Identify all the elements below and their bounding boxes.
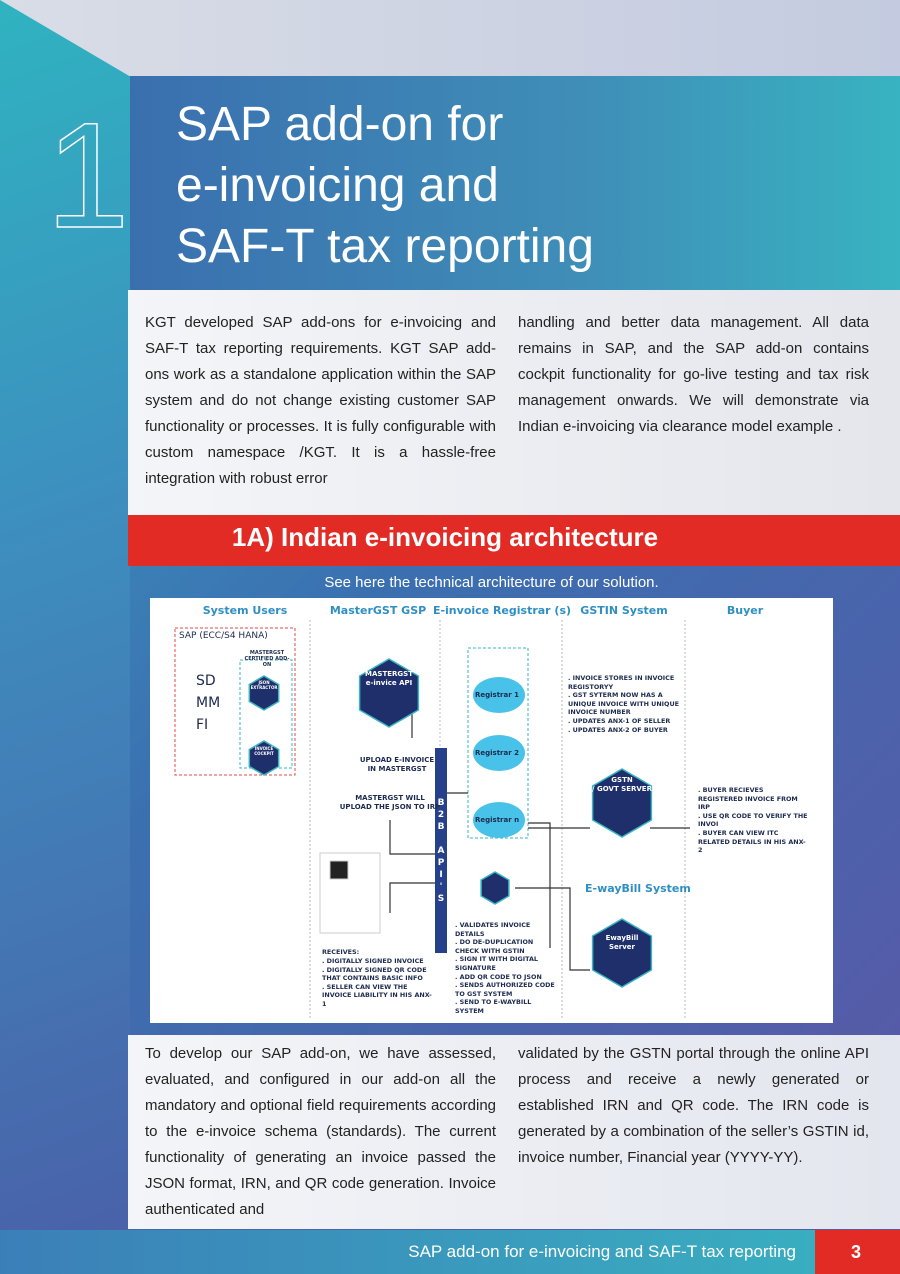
- text-line: IN MASTERGST: [367, 765, 427, 773]
- irp-steps: . VALIDATES INVOICE DETAILS. DO DE-DUPLI…: [455, 921, 555, 1016]
- column-header: MasterGST GSP: [329, 604, 427, 617]
- list-item: . SELLER CAN VIEW THE INVOICE LIABILITY …: [322, 982, 432, 1008]
- arrow: [515, 887, 590, 971]
- text-line: EwayBill: [605, 934, 639, 942]
- architecture-diagram: System Users MasterGST GSP E-invoice Reg…: [150, 598, 833, 1023]
- qr-hex: [480, 871, 510, 905]
- arrow: [389, 882, 435, 913]
- text-line: MASTERGST: [365, 670, 413, 678]
- diagram-shapes: [174, 620, 690, 1018]
- eway-server: EwayBill Server: [592, 934, 652, 952]
- list-item: . BUYER RECIEVES REGISTERED INVOICE FROM…: [698, 786, 798, 812]
- list-item: . VALIDATES INVOICE DETAILS: [455, 921, 531, 938]
- module: SD: [196, 673, 216, 689]
- body-column: validated by the GSTN portal through the…: [518, 1045, 869, 1166]
- footer-band: [0, 1230, 900, 1274]
- module: MM: [196, 695, 221, 711]
- list-item: . DIGITALLY SIGNED QR CODE THAT CONTAINS…: [322, 965, 427, 983]
- cloud: [473, 802, 525, 838]
- cockpit-hex: [248, 740, 280, 776]
- receives-title: RECEIVES:: [322, 948, 360, 956]
- list-item: . BUYER CAN VIEW ITC RELATED DETAILS IN …: [698, 828, 806, 855]
- qr-icon: [329, 860, 349, 880]
- text-line: MASTERGST WILL: [355, 794, 425, 802]
- sap-label: SAP (ECC/S4 HANA): [179, 631, 268, 641]
- caption: See here the technical architecture of o…: [324, 574, 659, 591]
- list-item: . SIGN IT WITH DIGITAL SIGNATURE: [455, 955, 538, 972]
- list-item: . SEND TO E-WAYBILL SYSTEM: [455, 998, 532, 1015]
- intro-panel: [128, 290, 900, 516]
- sap-box: [174, 627, 296, 776]
- modules: SD MM FI: [196, 670, 220, 736]
- eway-hex: [591, 918, 653, 988]
- arrow: [389, 820, 435, 855]
- gstin-notes: . INVOICE STORES IN INVOICE REGISTORYY. …: [568, 674, 680, 734]
- title-line: SAF-T tax reporting: [176, 220, 594, 273]
- list-item: . INVOICE STORES IN INVOICE REGISTORYY: [568, 674, 675, 691]
- upload-note: UPLOAD E-INVOICE IN MASTERGST: [355, 756, 439, 774]
- intro-column: KGT developed SAP add-ons for e-invoicin…: [145, 314, 496, 487]
- json-extractor: JSON EXTRACTOR: [250, 680, 278, 690]
- text-line: Server: [608, 943, 635, 951]
- text-line: UPLOAD E-INVOICE: [359, 756, 435, 764]
- text-line: / GOVT SERVER: [592, 785, 652, 793]
- column-header: GSTIN System: [580, 604, 668, 617]
- list-item: . UPDATES ANX-2 OF BUYER: [568, 725, 668, 734]
- list-item: . SENDS AUTHORIZED CODE TO GST SYSTEM: [455, 981, 555, 998]
- section-band: [128, 515, 900, 566]
- cloud: [473, 677, 525, 713]
- top-band: [0, 0, 900, 76]
- list-item: . ADD QR CODE TO JSON: [455, 972, 542, 981]
- list-item: . DIGITALLY SIGNED INVOICE: [322, 957, 424, 965]
- api-bar-label: B2B API'S: [436, 798, 446, 906]
- registrar-box: [467, 647, 529, 839]
- addon-label: MASTERGST CERTIFIED ADD-ON: [244, 650, 290, 668]
- text-line: e-invice API: [365, 679, 413, 687]
- invoice-cockpit: INVOICE COCKPIT: [254, 746, 274, 756]
- list-item: . DO DE-DUPLICATION CHECK WITH GSTIN: [455, 938, 534, 955]
- list-item: . USE QR CODE TO VERIFY THE INVOI: [698, 811, 808, 829]
- column-header: E-invoice Registrar (s): [432, 604, 572, 617]
- extractor-hex: [248, 675, 280, 711]
- title-band: [130, 76, 900, 290]
- section-heading: 1A) Indian e-invoicing architecture: [231, 522, 659, 552]
- registrar: Registrar 2: [475, 749, 519, 757]
- buyer-notes: . BUYER RECIEVES REGISTERED INVOICE FROM…: [698, 786, 810, 855]
- footer-title: SAP add-on for e-invoicing and SAF-T tax…: [408, 1242, 796, 1261]
- chapter-number: 1: [45, 91, 130, 259]
- list-item: . GST SYTERM NOW HAS A UNIQUE INVOICE WI…: [568, 691, 680, 717]
- column-header: Buyer: [726, 604, 764, 617]
- page-number: 3: [815, 1230, 900, 1274]
- gstn-server: GSTN / GOVT SERVER: [592, 776, 652, 794]
- mastergst-api: MASTERGST e-invice API: [362, 670, 416, 688]
- document-icon: [319, 852, 381, 934]
- title: SAP add-on for e-invoicing and SAF-T tax…: [176, 94, 594, 277]
- receives-list: . DIGITALLY SIGNED INVOICE. DIGITALLY SI…: [322, 957, 434, 1009]
- column-header: System Users: [202, 604, 288, 617]
- gstn-hex: [591, 768, 653, 838]
- side-band: [0, 0, 130, 1274]
- text-line: UPLOAD THE JSON TO IRP: [339, 803, 441, 811]
- text-line: GSTN: [611, 776, 633, 784]
- receives: RECEIVES: . DIGITALLY SIGNED INVOICE. DI…: [322, 948, 434, 1009]
- api-bar: [435, 748, 447, 953]
- eway-title: E-wayBill System: [585, 882, 691, 895]
- body-panel: [128, 1035, 900, 1229]
- intro-column: handling and better data management. All…: [518, 314, 869, 435]
- cloud: [473, 735, 525, 771]
- registrar: Registrar n: [475, 816, 520, 824]
- body-column: To develop our SAP add-on, we have asses…: [145, 1045, 496, 1218]
- module: FI: [196, 717, 209, 733]
- mastergst-hex: [358, 658, 420, 728]
- irp-note: MASTERGST WILL UPLOAD THE JSON TO IRP: [335, 794, 445, 812]
- list-item: . UPDATES ANX-1 OF SELLER: [568, 716, 671, 725]
- arrow: [528, 822, 551, 948]
- registrar: Registrar 1: [475, 691, 519, 699]
- title-line: e-invoicing and: [176, 159, 499, 212]
- title-line: SAP add-on for: [176, 98, 504, 151]
